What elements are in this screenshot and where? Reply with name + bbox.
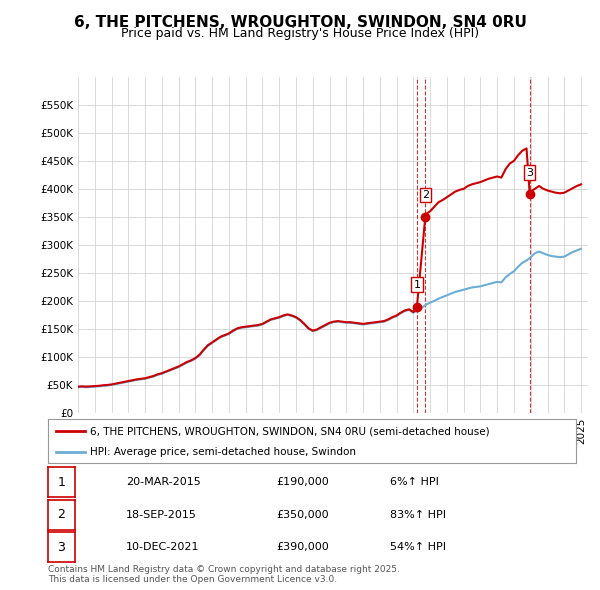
Text: 1: 1 [413, 280, 421, 290]
Text: 6, THE PITCHENS, WROUGHTON, SWINDON, SN4 0RU: 6, THE PITCHENS, WROUGHTON, SWINDON, SN4… [74, 15, 526, 30]
Text: 1: 1 [58, 476, 65, 489]
Text: 6%↑ HPI: 6%↑ HPI [390, 477, 439, 487]
Text: Contains HM Land Registry data © Crown copyright and database right 2025.
This d: Contains HM Land Registry data © Crown c… [48, 565, 400, 584]
Text: Price paid vs. HM Land Registry's House Price Index (HPI): Price paid vs. HM Land Registry's House … [121, 27, 479, 40]
Text: HPI: Average price, semi-detached house, Swindon: HPI: Average price, semi-detached house,… [90, 447, 356, 457]
Text: 3: 3 [58, 540, 65, 554]
Text: 2: 2 [422, 190, 429, 200]
Text: 18-SEP-2015: 18-SEP-2015 [126, 510, 197, 520]
Text: 2: 2 [58, 508, 65, 522]
Text: 83%↑ HPI: 83%↑ HPI [390, 510, 446, 520]
Text: 10-DEC-2021: 10-DEC-2021 [126, 542, 199, 552]
Text: £350,000: £350,000 [276, 510, 329, 520]
Text: 3: 3 [526, 168, 533, 178]
Text: £190,000: £190,000 [276, 477, 329, 487]
Text: 54%↑ HPI: 54%↑ HPI [390, 542, 446, 552]
Text: 6, THE PITCHENS, WROUGHTON, SWINDON, SN4 0RU (semi-detached house): 6, THE PITCHENS, WROUGHTON, SWINDON, SN4… [90, 427, 490, 436]
Text: 20-MAR-2015: 20-MAR-2015 [126, 477, 201, 487]
Text: £390,000: £390,000 [276, 542, 329, 552]
